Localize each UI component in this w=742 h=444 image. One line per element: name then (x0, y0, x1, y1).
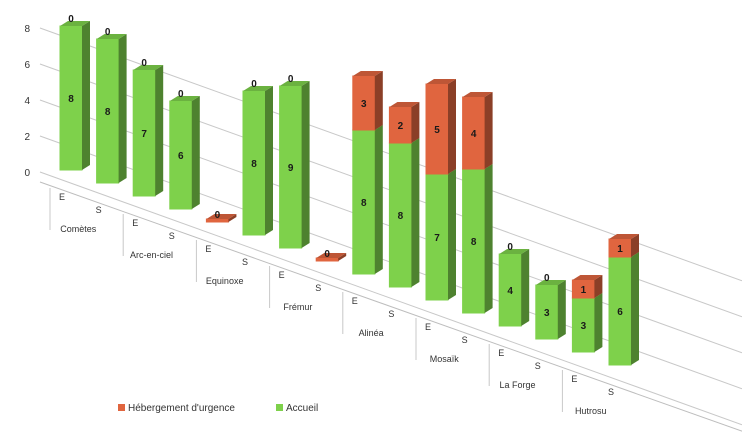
data-label-accueil: 6 (178, 151, 184, 162)
data-label-hebergement: 0 (324, 249, 330, 260)
x-subcategory-label: S (462, 335, 468, 345)
x-subcategory-label: S (315, 283, 321, 293)
legend-swatch-hebergement (118, 404, 125, 411)
x-axis-labels: E S E S E S E S E S E S E S E S Comètes Arc-en-ciel Equino… (49, 188, 614, 416)
data-label-accueil: 6 (617, 307, 623, 318)
x-subcategory-label: E (425, 322, 431, 332)
bar-hebergement (462, 92, 493, 170)
data-label-hebergement: 1 (617, 244, 623, 255)
x-subcategory-label: S (96, 205, 102, 215)
bar-accueil (608, 252, 639, 366)
legend-label-accueil: Accueil (286, 403, 318, 414)
x-subcategory-label: S (169, 231, 175, 241)
bar-accueil (279, 81, 310, 249)
bar-accueil (59, 21, 90, 171)
x-subcategory-label: E (279, 270, 285, 280)
bar-hebergement (608, 234, 639, 258)
data-label-accueil: 8 (471, 237, 477, 248)
y-tick-label: 6 (24, 60, 30, 71)
x-subcategory-label: E (59, 192, 65, 202)
data-label-hebergement: 0 (507, 242, 513, 253)
legend-label-hebergement: Hébergement d'urgence (128, 403, 235, 414)
bar-accueil (169, 96, 200, 210)
x-group-label: Mosaïk (430, 354, 460, 364)
data-label-hebergement: 3 (361, 99, 367, 110)
bar-accueil (132, 65, 164, 197)
y-axis-ticks: 0 2 4 6 8 (24, 24, 30, 179)
data-label-accueil: 8 (105, 107, 111, 118)
gridline (39, 171, 742, 426)
bar-accueil (571, 293, 603, 353)
x-subcategory-label: E (352, 296, 358, 306)
bar-accueil (388, 138, 420, 288)
legend: Hébergement d'urgence Accueil (118, 403, 318, 414)
bars (59, 21, 639, 366)
x-group-label: Frémur (283, 302, 312, 312)
x-subcategory-label: E (205, 244, 211, 254)
y-tick-label: 4 (24, 96, 30, 107)
data-label-accueil: 9 (288, 163, 294, 174)
data-label-accueil: 7 (434, 233, 440, 244)
data-label-hebergement: 0 (215, 210, 221, 221)
data-label-accueil: 8 (361, 198, 367, 209)
bar-accueil (535, 280, 566, 340)
data-label-hebergement: 1 (581, 285, 587, 296)
data-label-accueil: 3 (544, 308, 550, 319)
bar-accueil (498, 249, 530, 327)
x-group-label: Arc-en-ciel (130, 250, 173, 260)
data-label-hebergement: 0 (544, 273, 550, 284)
data-label-hebergement: 5 (434, 125, 440, 136)
x-subcategory-label: E (498, 348, 504, 358)
data-label-hebergement: 0 (141, 58, 147, 69)
y-tick-label: 2 (24, 132, 30, 143)
bar-hebergement (425, 79, 456, 175)
bar-accueil (462, 164, 493, 314)
data-label-accueil: 3 (581, 321, 587, 332)
data-label-accueil: 7 (141, 129, 147, 140)
data-label-hebergement: 0 (288, 74, 294, 85)
bar-hebergement (315, 253, 347, 262)
data-label-accueil: 8 (251, 159, 257, 170)
data-label-hebergement: 0 (251, 79, 257, 90)
bar-accueil (242, 86, 273, 236)
x-subcategory-label: E (132, 218, 138, 228)
data-label-accueil: 8 (68, 94, 74, 105)
bar-accueil (96, 34, 127, 184)
x-group-label: Equinoxe (206, 276, 244, 286)
bar-hebergement (388, 102, 420, 144)
data-label-hebergement: 2 (398, 121, 404, 132)
data-label-hebergement: 0 (105, 27, 111, 38)
data-label-accueil: 4 (507, 286, 513, 297)
y-tick-label: 8 (24, 24, 30, 35)
x-subcategory-label: S (535, 361, 541, 371)
bar-hebergement (205, 214, 237, 223)
bar-hebergement (352, 71, 383, 131)
bar-hebergement (571, 275, 603, 299)
data-labels: 8 0 8 0 7 0 6 0 0 8 0 9 0 0 8 3 8 2 7 5 8 4 4 0 3 0 3 1 6 1 (68, 14, 623, 332)
data-label-hebergement: 0 (68, 14, 74, 25)
bar-accueil (425, 169, 456, 301)
floor-edge (39, 181, 742, 432)
data-label-hebergement: 0 (178, 89, 184, 100)
x-subcategory-label: S (242, 257, 248, 267)
x-group-label: La Forge (499, 380, 535, 390)
y-tick-label: 0 (24, 168, 30, 179)
x-group-label: Comètes (60, 224, 97, 234)
data-label-accueil: 8 (398, 211, 404, 222)
x-subcategory-label: S (608, 387, 614, 397)
x-subcategory-label: S (388, 309, 394, 319)
legend-swatch-accueil (276, 404, 283, 411)
x-subcategory-label: E (571, 374, 577, 384)
chart-floor (39, 181, 742, 432)
x-group-label: Hutrosu (575, 406, 607, 416)
data-label-hebergement: 4 (471, 129, 477, 140)
bar-accueil (352, 125, 383, 275)
x-group-label: Alinéa (359, 328, 384, 338)
